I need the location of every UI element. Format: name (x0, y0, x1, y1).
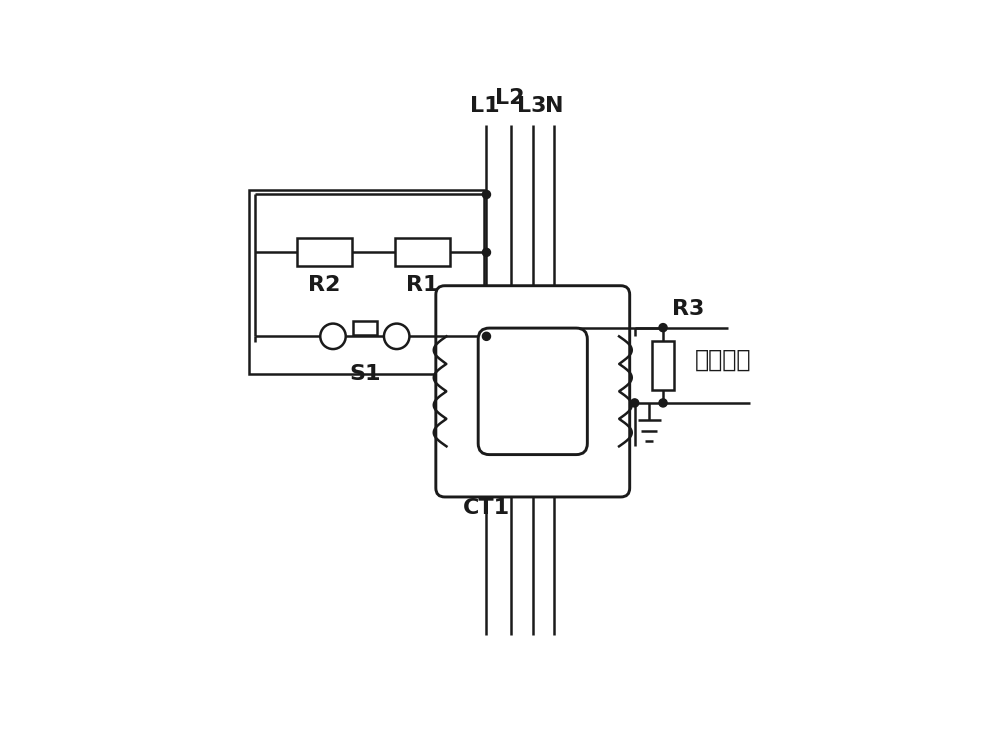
Circle shape (659, 399, 667, 407)
Text: R2: R2 (308, 275, 340, 295)
Bar (353, 320, 377, 335)
Bar (297, 238, 352, 266)
Bar (395, 238, 450, 266)
Text: S1: S1 (349, 363, 381, 384)
Text: N: N (545, 96, 563, 117)
Text: L2: L2 (495, 88, 525, 108)
Bar (249, 190, 484, 374)
Circle shape (482, 248, 490, 256)
Text: L3: L3 (517, 96, 546, 117)
Text: R3: R3 (672, 299, 704, 319)
Circle shape (659, 323, 667, 332)
Text: R1: R1 (406, 275, 439, 295)
FancyBboxPatch shape (478, 328, 587, 455)
Text: L1: L1 (470, 96, 500, 117)
Circle shape (631, 399, 639, 407)
FancyBboxPatch shape (436, 286, 630, 497)
Text: 检测输出: 检测输出 (695, 347, 751, 371)
Circle shape (482, 332, 490, 341)
Text: CT1: CT1 (463, 499, 510, 518)
Bar (652, 341, 674, 390)
Circle shape (482, 190, 490, 199)
